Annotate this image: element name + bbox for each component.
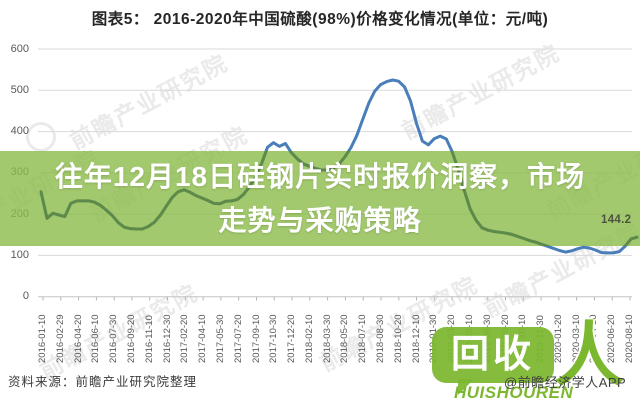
x-axis-label: 2016-06-10 xyxy=(90,314,102,363)
logo-latin-text: HUISHOUREN xyxy=(454,383,574,402)
headline-text: 往年12月18日硅钢片实时报价洞察，市场 走势与采购策略 xyxy=(0,151,640,246)
headline-line-2: 走势与采购策略 xyxy=(218,204,422,236)
x-axis-label: 2018-03-30 xyxy=(321,314,333,363)
x-axis-label: 2016-07-30 xyxy=(108,314,120,363)
x-axis-label: 2017-04-10 xyxy=(197,314,209,363)
y-axis-label: 400 xyxy=(10,125,29,138)
y-axis-label: 100 xyxy=(10,248,29,261)
y-axis-label: 0 xyxy=(22,290,29,303)
x-axis-label: 2017-07-20 xyxy=(232,314,244,363)
source-note: 资料来源：前瞻产业研究院整理 xyxy=(8,375,198,389)
logo-bubble-tail xyxy=(458,379,474,395)
x-axis-label: 2017-09-10 xyxy=(250,314,262,363)
x-axis-label: 2018-07-10 xyxy=(357,314,369,363)
x-axis-label: 2017-02-20 xyxy=(179,314,191,363)
x-axis-label: 2016-02-29 xyxy=(54,314,66,363)
x-axis-label: 2018-08-30 xyxy=(375,314,386,363)
x-axis-label: 2017-12-20 xyxy=(286,314,297,363)
end-value-label: 144.2 xyxy=(601,214,632,226)
price-series-line xyxy=(41,80,637,253)
x-axis-label: 2018-12-10 xyxy=(410,314,422,363)
x-axis-label: 2016-04-20 xyxy=(72,314,84,363)
x-axis-label: 2018-02-10 xyxy=(303,314,315,363)
x-axis-label: 2017-10-30 xyxy=(268,314,280,363)
x-axis-label: 2016-01-10 xyxy=(37,314,48,363)
chart-title: 图表5： 2016-2020年中国硫酸(98%)价格变化情况(单位：元/吨) xyxy=(91,11,549,28)
x-axis-label: 2016-12-30 xyxy=(161,314,173,363)
x-axis-label: 2018-10-20 xyxy=(392,314,404,363)
logo-person-glyph: 人 xyxy=(554,316,624,394)
logo-bubble: 回收 xyxy=(432,327,554,383)
x-axis-label: 2018-05-20 xyxy=(339,314,351,363)
x-axis-label: 2016-09-20 xyxy=(125,314,137,363)
headline-line-1: 往年12月18日硅钢片实时报价洞察，市场 xyxy=(54,160,586,192)
headline-overlay xyxy=(0,151,640,246)
x-axis-label: 2016-11-10 xyxy=(143,315,155,363)
y-axis-label: 600 xyxy=(10,42,29,55)
y-axis-label: 500 xyxy=(10,83,29,96)
x-axis-label: 2017-05-30 xyxy=(214,314,226,363)
huishou-logo: 回收 HUISHOUREN 人 xyxy=(428,316,640,402)
credit-text: @前瞻经济学人APP xyxy=(504,375,627,390)
logo-bubble-text: 回收 xyxy=(450,334,535,376)
